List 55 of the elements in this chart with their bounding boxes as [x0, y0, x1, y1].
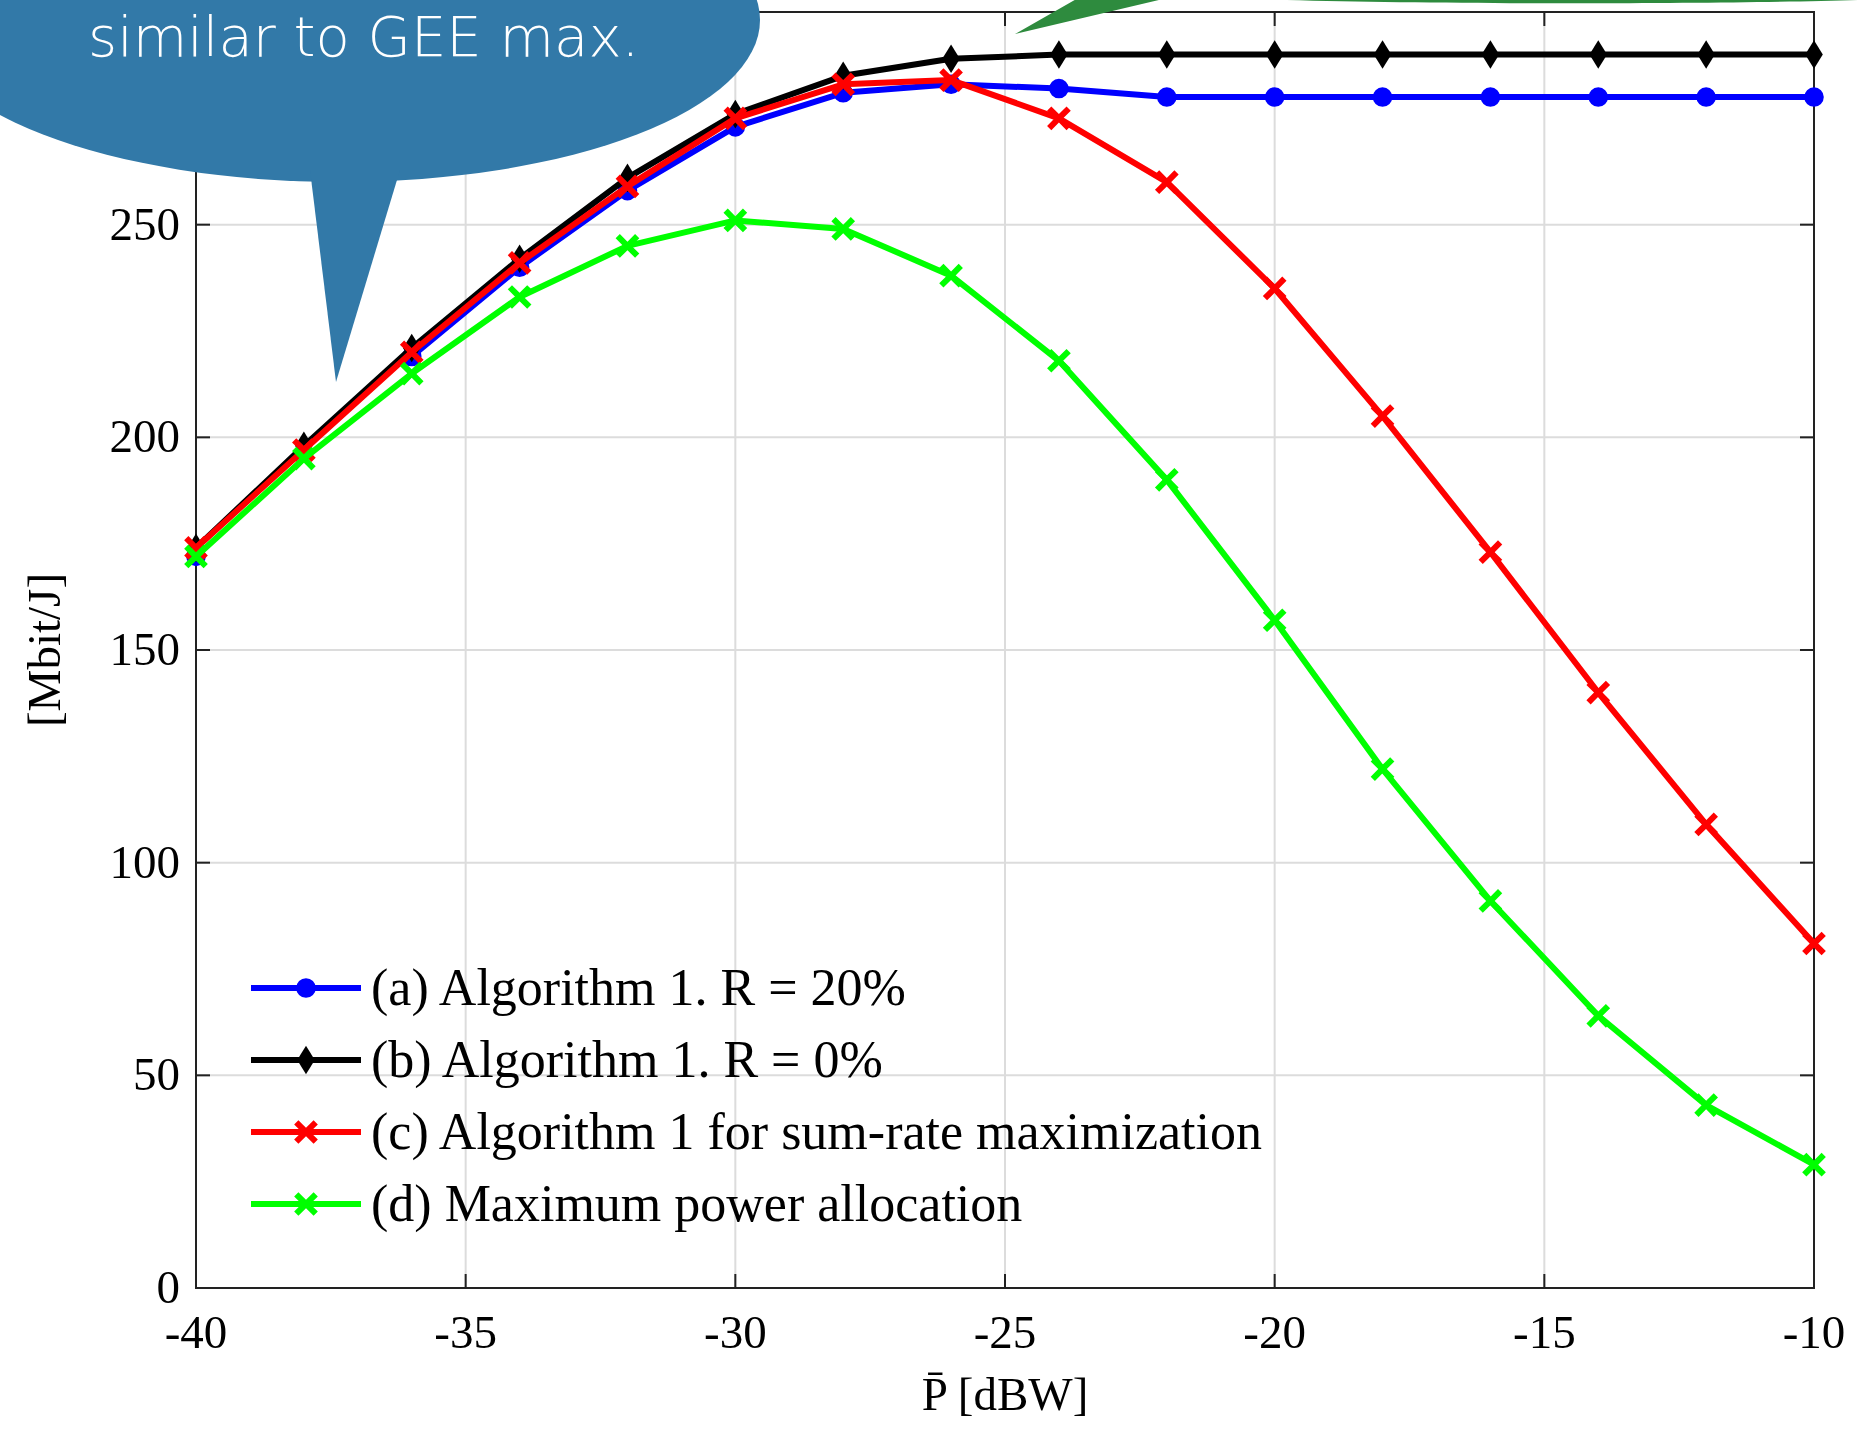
point: [1696, 87, 1716, 107]
legend-label: (c) Algorithm 1 for sum-rate maximization: [371, 1103, 1262, 1161]
point: [1586, 1003, 1611, 1028]
y-tick-label: 50: [133, 1048, 180, 1101]
x-tick-label: -15: [1513, 1306, 1576, 1358]
point: [1588, 87, 1609, 107]
legend-label: (b) Algorithm 1. R = 0%: [371, 1031, 883, 1089]
point: [939, 68, 963, 92]
point: [1370, 757, 1395, 781]
y-axis-title: [Mbit/J]: [18, 572, 70, 728]
point: [1802, 1152, 1826, 1177]
point: [1478, 889, 1503, 913]
point: [292, 446, 316, 471]
point: [399, 340, 424, 365]
point: [831, 217, 856, 241]
point: [1586, 680, 1611, 705]
point: [1264, 87, 1285, 107]
y-tick-label: 100: [109, 835, 180, 888]
point: [1047, 106, 1071, 131]
point: [723, 106, 748, 131]
point: [939, 263, 963, 288]
x-tick-label: -10: [1782, 1306, 1846, 1358]
point: [615, 234, 640, 258]
point: [1802, 931, 1826, 956]
legend-label: (a) Algorithm 1. R = 20%: [371, 959, 906, 1017]
y-tick-label: 150: [109, 623, 180, 675]
point: [1049, 78, 1069, 99]
point: [1262, 276, 1287, 301]
point: [1370, 404, 1395, 428]
point: [831, 72, 856, 97]
annotation: similar to GEE max.: [88, 4, 640, 69]
x-tick-label: -35: [434, 1306, 497, 1358]
point: [723, 208, 748, 233]
legend-label: (d) Maximum power allocation: [371, 1175, 1023, 1233]
point: [1804, 87, 1824, 107]
point: [1372, 87, 1393, 107]
point: [1694, 1093, 1718, 1117]
x-tick-label: -30: [704, 1306, 767, 1358]
point: [1047, 348, 1071, 373]
x-tick-label: -25: [973, 1306, 1037, 1358]
point: [507, 251, 532, 275]
point: [1478, 540, 1503, 565]
point: [399, 361, 424, 386]
point: [1154, 468, 1179, 492]
point: [507, 285, 532, 309]
point: [1480, 87, 1501, 107]
point: [1157, 87, 1177, 107]
point: [615, 174, 640, 199]
y-tick-label: 200: [109, 410, 180, 463]
x-tick-label: -20: [1243, 1306, 1306, 1358]
point: [1262, 608, 1287, 633]
x-axis-title: P̄ [dBW]: [921, 1368, 1089, 1420]
point: [1694, 812, 1718, 837]
point: [1154, 170, 1179, 194]
y-tick-label: 250: [109, 197, 180, 250]
